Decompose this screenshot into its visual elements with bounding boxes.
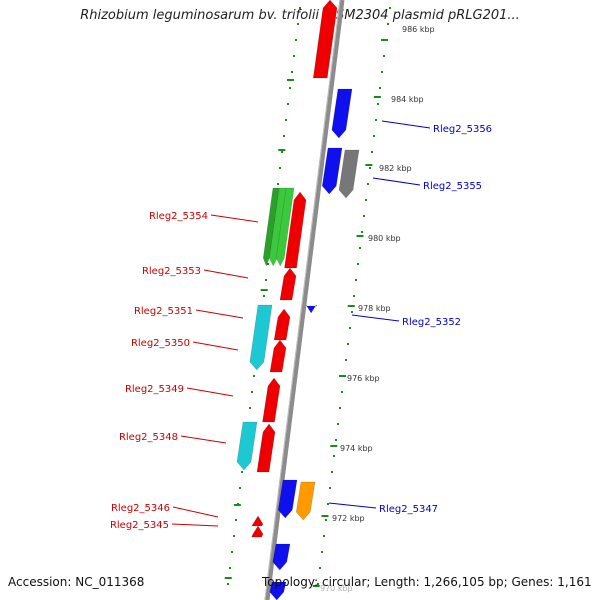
gene-arrow-rleg2-5346[interactable]: [251, 515, 264, 527]
gene-arrow-blue[interactable]: [269, 581, 287, 600]
gene-arrow-rleg2-5348b[interactable]: [256, 423, 276, 473]
kbp-label: 978 kbp: [358, 304, 391, 313]
gene-label-rleg2-5350[interactable]: Rleg2_5350: [131, 338, 190, 349]
gene-label-rleg2-5352[interactable]: Rleg2_5352: [402, 317, 461, 328]
map-title: Rhizobium leguminosarum bv. trifolii WSM…: [80, 8, 520, 23]
gene-arrow-blue[interactable]: [272, 543, 291, 571]
gene-arrow-rleg2-5345[interactable]: [251, 525, 264, 538]
label-leader-lines: [171, 120, 431, 527]
accession-text: Accession: NC_011368: [8, 575, 145, 589]
backbone-highlight: [264, 0, 341, 600]
leader-rleg2-5353: [203, 269, 249, 279]
gene-arrow-rleg2-5351b[interactable]: [273, 308, 291, 341]
gene-label-rleg2-5353[interactable]: Rleg2_5353: [142, 266, 201, 277]
leader-rleg2-5347: [328, 502, 377, 509]
kbp-label: 982 kbp: [379, 164, 412, 173]
gene-label-rleg2-5346[interactable]: Rleg2_5346: [111, 503, 170, 514]
gene-arrow-rleg2-5352[interactable]: [305, 304, 318, 314]
labels-layer: 986 kbp 984 kbp 982 kbp 980 kbp 978 kbp …: [110, 25, 492, 593]
gene-label-rleg2-5356[interactable]: Rleg2_5356: [433, 124, 492, 135]
leader-rleg2-5352: [351, 314, 400, 322]
gene-label-rleg2-5351[interactable]: Rleg2_5351: [134, 306, 193, 317]
gene-label-rleg2-5349[interactable]: Rleg2_5349: [125, 384, 184, 395]
gene-arrow-rleg2-5348[interactable]: [236, 421, 258, 471]
sequence-backbone: [264, 0, 345, 600]
leader-rleg2-5345: [171, 523, 219, 527]
gene-arrow-rleg2-5355a[interactable]: [321, 147, 343, 195]
kbp-label: 980 kbp: [368, 234, 401, 243]
leader-rleg2-5348: [180, 435, 227, 444]
gene-arrow-rleg2-5353[interactable]: [279, 267, 297, 301]
leader-rleg2-5354: [210, 214, 259, 223]
kbp-label: 974 kbp: [340, 444, 373, 453]
gene-arrow-rleg2-5351[interactable]: [249, 304, 273, 371]
leader-rleg2-5356: [381, 120, 431, 129]
gene-label-rleg2-5345[interactable]: Rleg2_5345: [110, 520, 169, 531]
gene-features: [236, 0, 360, 600]
gene-label-rleg2-5348[interactable]: Rleg2_5348: [119, 432, 178, 443]
kbp-label: 970 kbp: [320, 584, 353, 593]
gene-arrow-blue[interactable]: [277, 479, 298, 519]
topology-info-text: Topology: circular; Length: 1,266,105 bp…: [262, 575, 592, 589]
gene-arrow-rleg2-5354c[interactable]: [262, 187, 280, 267]
gene-arrow-rleg2-5354b[interactable]: [275, 187, 295, 267]
gene-arrow-rleg2-5350[interactable]: [269, 339, 287, 373]
kbp-label: 986 kbp: [402, 25, 435, 34]
kbp-label: 972 kbp: [332, 514, 365, 523]
kbp-label: 984 kbp: [391, 95, 424, 104]
kbp-label: 976 kbp: [347, 374, 380, 383]
leader-rleg2-5349: [186, 387, 234, 397]
leader-rleg2-5346: [172, 506, 219, 518]
gene-label-rleg2-5355[interactable]: Rleg2_5355: [423, 181, 482, 192]
gene-arrow-rleg2-5347[interactable]: [295, 481, 316, 521]
gene-label-rleg2-5347[interactable]: Rleg2_5347: [379, 504, 438, 515]
gene-arrow-rleg2-5349[interactable]: [262, 377, 281, 423]
leader-rleg2-5351: [195, 309, 244, 319]
gene-arrow-rleg2-5355[interactable]: [338, 149, 360, 199]
leader-rleg2-5355: [372, 177, 421, 186]
gene-arrow-red[interactable]: [312, 0, 338, 79]
gene-arrow-red[interactable]: [284, 191, 307, 269]
gene-label-rleg2-5354[interactable]: Rleg2_5354: [149, 211, 208, 222]
gene-arrow-rleg2-5356[interactable]: [331, 88, 353, 139]
leader-rleg2-5350: [192, 341, 239, 351]
